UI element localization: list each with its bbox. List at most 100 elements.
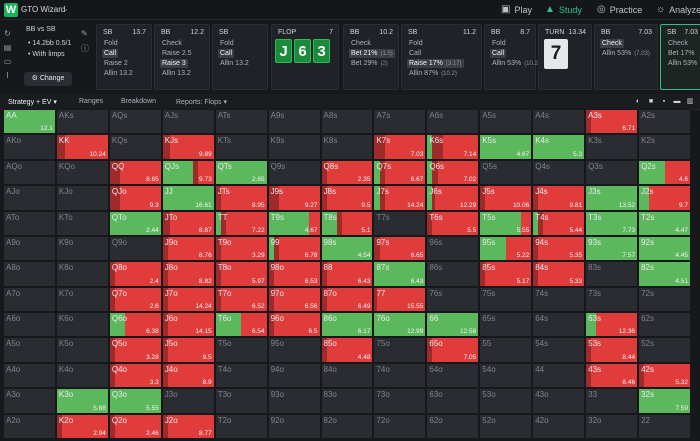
node-sb-0[interactable]: SB 13.7 Fold Call Raise 2 Allin 13.2	[96, 24, 152, 90]
hand-cell-95s[interactable]: 95s 5.22	[479, 235, 533, 262]
hand-cell-A4o[interactable]: A4o	[3, 362, 56, 389]
hand-cell-AJs[interactable]: AJs	[161, 109, 215, 135]
hand-cell-J5s[interactable]: J5s 10.06	[479, 185, 533, 211]
hand-cell-A2o[interactable]: A2o	[3, 413, 56, 439]
node-bb-1[interactable]: BB 12.2 Check Raise 2.5 Raise 3 Allin 13.2	[154, 24, 210, 90]
node-action[interactable]: Bet 21% (1.5)	[349, 49, 395, 58]
hand-cell-A5s[interactable]: A5s	[479, 109, 533, 135]
hand-cell-76s[interactable]: 76s	[426, 286, 480, 313]
hand-cell-87s[interactable]: 87s 6.43	[373, 261, 427, 287]
hand-cell-83o[interactable]: 83o	[320, 388, 374, 414]
node-action[interactable]: Raise 17% (3.17)	[407, 59, 464, 68]
hand-cell-32s[interactable]: 32s 7.59	[638, 388, 691, 414]
hand-cell-82s[interactable]: 82s 4.51	[638, 261, 691, 287]
hand-cell-T9o[interactable]: T9o 3.29	[214, 235, 268, 262]
hand-cell-K6s[interactable]: K6s 7.14	[426, 134, 480, 160]
hand-cell-KQs[interactable]: KQs	[108, 134, 162, 160]
hand-cell-K6o[interactable]: K6o	[55, 312, 109, 338]
node-action[interactable]: Allin 87% (10.2)	[409, 70, 457, 77]
hand-cell-92o[interactable]: 92o	[267, 413, 321, 439]
hand-cell-Q7s[interactable]: Q7s 6.67	[373, 159, 427, 186]
hand-cell-Q6o[interactable]: Q6o 6.38	[108, 312, 162, 338]
hand-cell-JTs[interactable]: JTs 8.95	[214, 185, 268, 211]
hand-cell-85s[interactable]: 85s 5.17	[479, 261, 533, 287]
hand-cell-86o[interactable]: 86o 6.17	[320, 312, 374, 338]
node-action[interactable]: Check	[600, 39, 624, 48]
hand-cell-65o[interactable]: 65o 7.05	[426, 337, 480, 363]
hand-cell-ATs[interactable]: ATs	[214, 109, 268, 135]
hand-cell-T2o[interactable]: T2o	[214, 413, 268, 439]
hand-cell-74s[interactable]: 74s	[532, 286, 586, 313]
view-list-icon[interactable]: ▬	[673, 98, 681, 105]
node-bb-6[interactable]: BB 8.7 Fold Call Allin 53% (10.2)	[484, 24, 540, 90]
hand-cell-T5o[interactable]: T5o	[214, 337, 268, 363]
hand-cell-52s[interactable]: 52s	[638, 337, 691, 363]
hand-cell-54o[interactable]: 54o	[479, 362, 533, 389]
node-action[interactable]: Fold	[104, 40, 118, 47]
hand-cell-AQo[interactable]: AQo	[3, 159, 56, 186]
nav-study[interactable]: ▲ Study	[545, 4, 582, 15]
hand-cell-98o[interactable]: 98o 6.53	[267, 261, 321, 287]
hand-cell-J4s[interactable]: J4s 9.81	[532, 185, 586, 211]
hand-cell-A9s[interactable]: A9s	[267, 109, 321, 135]
nav-analyze[interactable]: ☼ Analyze	[656, 4, 700, 15]
hand-cell-JTo[interactable]: JTo 8.87	[161, 210, 215, 236]
hand-cell-96o[interactable]: 96o 6.5	[267, 312, 321, 338]
hand-cell-Q5o[interactable]: Q5o 3.28	[108, 337, 162, 363]
tab-breakdown[interactable]: Breakdown	[121, 98, 157, 105]
hand-cell-82o[interactable]: 82o	[320, 413, 374, 439]
hand-cell-A6o[interactable]: A6o	[3, 312, 56, 338]
node-action[interactable]: Bet 29% (2)	[351, 60, 388, 67]
hand-cell-55[interactable]: 55	[479, 337, 533, 363]
hand-cell-Q8o[interactable]: Q8o 2.4	[108, 261, 162, 287]
hand-cell-66[interactable]: 66 12.58	[426, 312, 480, 338]
hand-cell-T6o[interactable]: T6o 6.54	[214, 312, 268, 338]
hand-cell-T7o[interactable]: T7o 6.52	[214, 286, 268, 313]
view-square-icon[interactable]: ■	[648, 98, 654, 105]
node-action[interactable]: Raise 2	[104, 60, 128, 67]
hand-cell-J3s[interactable]: J3s 13.52	[585, 185, 639, 211]
node-bb-8[interactable]: BB 7.03 Check Allin 53% (7.03)	[594, 24, 658, 90]
hand-cell-J9o[interactable]: J9o 8.76	[161, 235, 215, 262]
hand-cell-AJo[interactable]: AJo	[3, 185, 56, 211]
hand-cell-Q2o[interactable]: Q2o 2.46	[108, 413, 162, 439]
hand-cell-KTs[interactable]: KTs	[214, 134, 268, 160]
edit-icon[interactable]: ✎	[81, 29, 88, 38]
hand-cell-K4s[interactable]: K4s 5.3	[532, 134, 586, 160]
node-action[interactable]: Call	[218, 49, 235, 58]
hand-cell-83s[interactable]: 83s	[585, 261, 639, 287]
hand-cell-J3o[interactable]: J3o	[161, 388, 215, 414]
hand-cell-K2s[interactable]: K2s	[638, 134, 691, 160]
hand-cell-43s[interactable]: 43s 8.46	[585, 362, 639, 389]
hand-cell-JJ[interactable]: JJ 16.61	[161, 185, 215, 211]
nav-practice[interactable]: ◎ Practice	[597, 4, 642, 15]
hand-cell-84s[interactable]: 84s 5.33	[532, 261, 586, 287]
hand-cell-KJo[interactable]: KJo	[55, 185, 109, 211]
hand-cell-K9o[interactable]: K9o	[55, 235, 109, 262]
hand-cell-T3s[interactable]: T3s 7.73	[585, 210, 639, 236]
hand-cell-87o[interactable]: 87o 6.49	[320, 286, 374, 313]
hand-cell-33[interactable]: 33	[585, 388, 639, 414]
hand-cell-J7o[interactable]: J7o 14.24	[161, 286, 215, 313]
hand-cell-63o[interactable]: 63o	[426, 388, 480, 414]
hand-cell-T4s[interactable]: T4s 5.44	[532, 210, 586, 236]
hand-cell-QJs[interactable]: QJs 9.73	[161, 159, 215, 186]
hand-cell-T8s[interactable]: T8s 5.1	[320, 210, 374, 236]
node-sb-9[interactable]: SB 7.03 Check Bet 17% Allin 53%	[660, 24, 700, 90]
hand-cell-TT[interactable]: TT 7.22	[214, 210, 268, 236]
hand-cell-A3s[interactable]: A3s 6.71	[585, 109, 639, 135]
change-button[interactable]: ⚙ Change	[24, 72, 72, 86]
node-action[interactable]: Allin 53% (10.2)	[492, 60, 540, 67]
node-action[interactable]: Allin 53% (7.03)	[602, 50, 650, 57]
hand-cell-92s[interactable]: 92s 4.45	[638, 235, 691, 262]
hand-cell-T3o[interactable]: T3o	[214, 388, 268, 414]
tab-strategy-ev[interactable]: Strategy + EV ▾	[8, 99, 57, 106]
reset-icon[interactable]: ↻	[4, 29, 11, 38]
hand-cell-K7s[interactable]: K7s 7.03	[373, 134, 427, 160]
node-action[interactable]: Call	[409, 50, 422, 57]
hand-cell-98s[interactable]: 98s 4.54	[320, 235, 374, 262]
hand-cell-J4o[interactable]: J4o 8.9	[161, 362, 215, 389]
folder-icon[interactable]: ▭	[3, 57, 12, 66]
node-action[interactable]: Call	[102, 49, 119, 58]
node-action[interactable]: Allin 13.2	[104, 70, 133, 77]
